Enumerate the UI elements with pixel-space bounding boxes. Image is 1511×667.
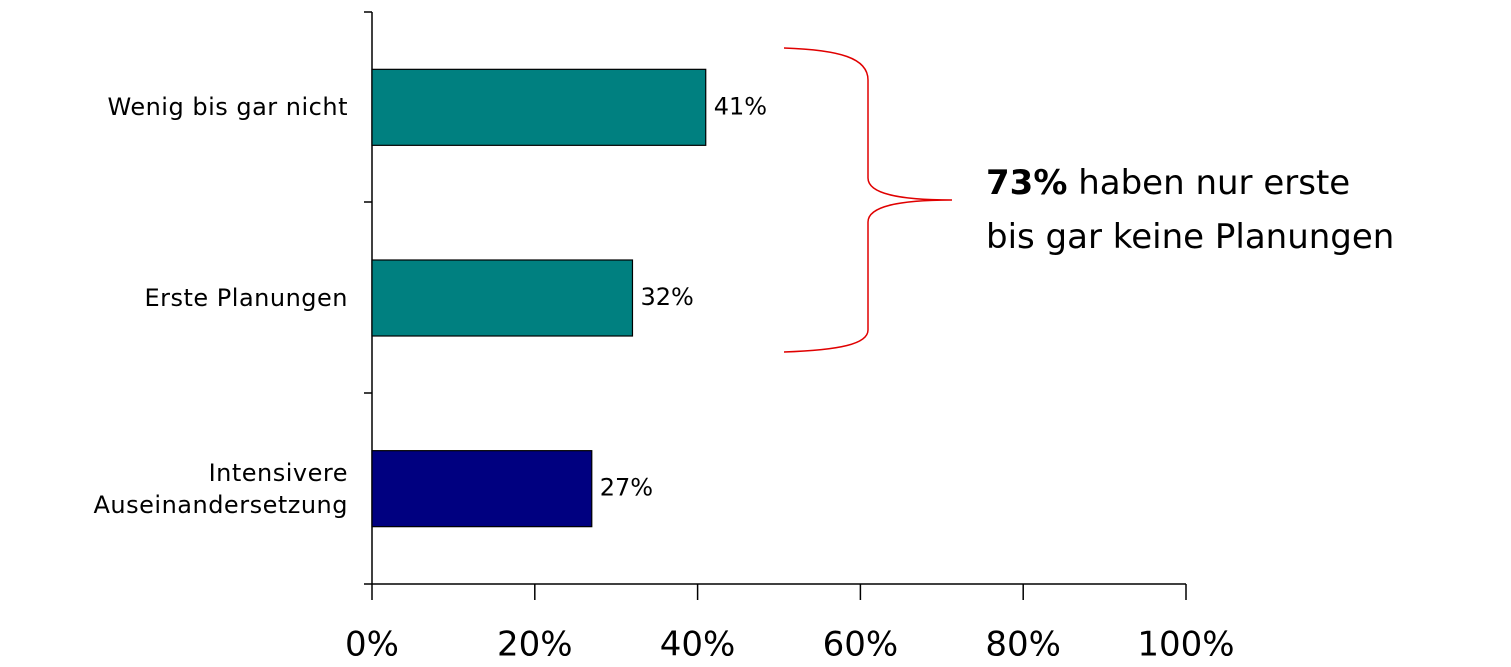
x-tick-label: 40% [660,625,736,665]
x-tick-label: 80% [985,625,1061,665]
y-tick-label: Intensivere Auseinandersetzung [93,458,348,519]
x-tick-label: 0% [345,625,399,665]
value-label: 32% [640,283,693,311]
annotation-emphasis: 73% [986,163,1068,203]
y-ticks [364,11,372,585]
bar [371,68,707,146]
x-tick-label: 20% [497,625,573,665]
annotation-line: bis gar keine Planungen [986,217,1395,257]
value-label: 41% [714,92,767,120]
brace [783,47,953,353]
annotation-line: haben nur erste [1078,163,1351,203]
x-tick-label: 60% [823,625,899,665]
bar [371,259,634,337]
x-tick-label: 100% [1137,625,1234,665]
annotation: 73% haben nur erste bis gar keine Planung… [986,156,1394,264]
value-label: 27% [600,474,653,502]
y-tick-label: Wenig bis gar nicht [107,93,348,122]
y-tick-label: Erste Planungen [144,284,348,312]
bar [371,450,593,528]
